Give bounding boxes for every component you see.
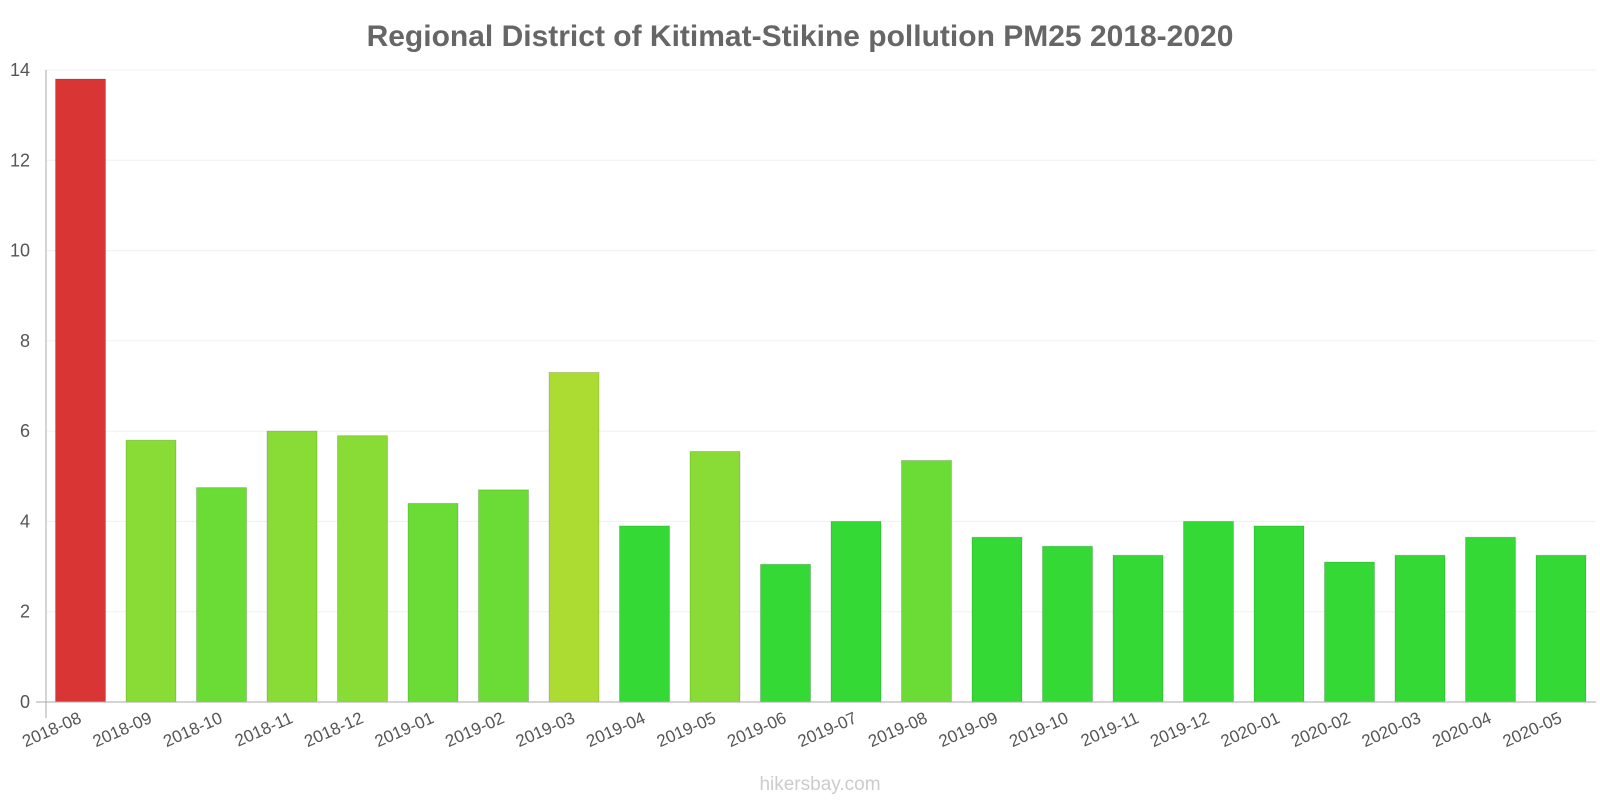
x-tick-label: 2019-05 (654, 708, 719, 751)
bar-2019-03 (548, 371, 600, 703)
bar-2019-12 (1183, 520, 1234, 703)
bar-2020-03 (1394, 554, 1446, 703)
x-tick-label: 2018-12 (301, 708, 366, 751)
x-tick-label: 2019-11 (1078, 708, 1142, 750)
bar-2018-10 (196, 487, 247, 703)
x-tick-label: 2018-11 (232, 708, 296, 750)
bar-2019-11 (1112, 554, 1164, 703)
bar-2020-04 (1465, 536, 1516, 703)
axes (36, 70, 1596, 718)
x-axis-ticks: 2018-08 2018-09 2018-10 2018-11 2018-12 2019-… (19, 708, 1564, 751)
watermark: hikersbay.com (759, 774, 880, 795)
x-tick-label: 2019-03 (513, 708, 578, 751)
x-tick-label: 2018-10 (160, 708, 225, 751)
y-tick-label: 6 (20, 421, 30, 441)
bar-2019-08 (901, 459, 952, 703)
bar-2019-01 (407, 502, 459, 703)
bar-2018-09 (125, 439, 177, 703)
bar-series (55, 78, 1587, 703)
bar-2019-05 (689, 450, 741, 703)
x-tick-label: 2019-12 (1147, 708, 1212, 751)
x-tick-label: 2020-05 (1500, 708, 1565, 751)
x-tick-label: 2019-08 (865, 708, 930, 751)
y-axis-ticks: 0 2 4 6 8 10 12 14 (10, 60, 30, 712)
bar-2020-02 (1324, 561, 1375, 703)
x-tick-label: 2019-01 (372, 708, 437, 751)
y-tick-label: 8 (20, 331, 30, 351)
x-tick-label: 2018-08 (19, 708, 84, 751)
chart-title: Regional District of Kitimat-Stikine pol… (367, 20, 1234, 53)
y-tick-label: 4 (20, 511, 30, 531)
bar-2019-06 (760, 563, 811, 703)
x-tick-label: 2019-07 (795, 708, 860, 751)
x-tick-label: 2019-04 (583, 708, 648, 751)
y-tick-label: 12 (10, 150, 30, 170)
x-tick-label: 2020-01 (1218, 708, 1283, 751)
x-tick-label: 2020-02 (1288, 708, 1353, 751)
x-tick-label: 2020-03 (1359, 708, 1424, 751)
bar-2018-12 (337, 435, 388, 703)
x-tick-label: 2020-04 (1429, 708, 1494, 751)
bar-2019-09 (971, 536, 1023, 703)
x-tick-label: 2019-02 (442, 708, 507, 751)
y-tick-label: 10 (10, 241, 30, 261)
bar-2018-11 (266, 430, 318, 703)
bar-2019-04 (619, 525, 670, 703)
x-tick-label: 2019-10 (1006, 708, 1071, 751)
bar-2018-08 (55, 78, 106, 703)
bar-2019-10 (1042, 545, 1093, 703)
y-tick-label: 0 (20, 692, 30, 712)
bar-2020-01 (1253, 525, 1305, 703)
bar-2019-07 (830, 520, 882, 703)
x-tick-label: 2018-09 (90, 708, 155, 751)
x-tick-label: 2019-09 (936, 708, 1001, 751)
bar-2019-02 (478, 489, 529, 703)
x-tick-label: 2019-06 (724, 708, 789, 751)
bar-2020-05 (1535, 554, 1587, 703)
y-tick-label: 2 (20, 602, 30, 622)
y-tick-label: 14 (10, 60, 30, 80)
